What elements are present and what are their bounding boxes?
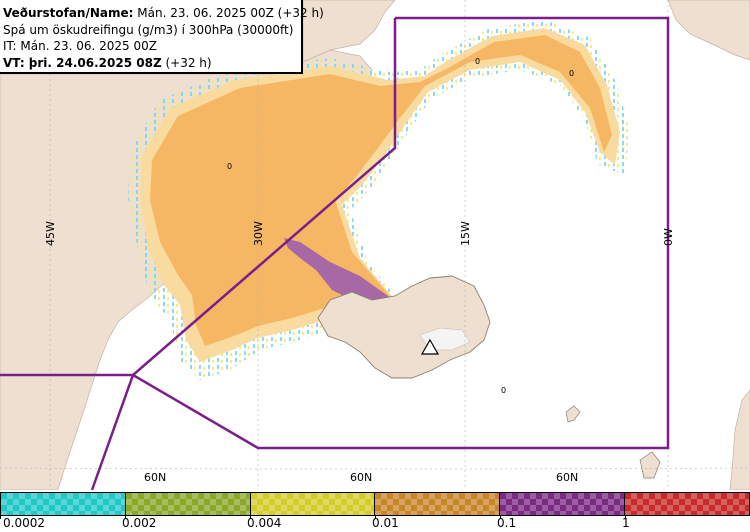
product-description: Spá um öskudreifingu (g/m3) í 300hPa (30…	[3, 22, 294, 37]
lon-label-0w: 0W	[662, 228, 675, 246]
faroe-island	[565, 405, 581, 423]
lon-label-30w: 30W	[252, 221, 265, 246]
legend-label: 0.0002	[3, 516, 45, 530]
legend-label: 0.004	[247, 516, 282, 530]
issuer-line: Veðurstofan/Name: Mán. 23. 06. 2025 00Z …	[3, 5, 324, 22]
volcano-marker-icon	[420, 338, 440, 355]
initial-time: IT: Mán. 23. 06. 2025 00Z	[3, 39, 157, 53]
lat-label-60n-right: 60N	[556, 471, 578, 484]
legend-color-bar	[0, 492, 750, 516]
legend-tick	[125, 515, 126, 519]
lon-label-45w: 45W	[44, 221, 57, 246]
legend-tick	[500, 515, 501, 519]
legend-tick	[0, 515, 1, 519]
contour-label: 0	[227, 162, 232, 171]
legend-label: 1	[622, 516, 630, 530]
lat-label-60n-center: 60N	[350, 471, 372, 484]
fir-boundary-inner	[90, 18, 397, 491]
fir-boundary-outer	[0, 16, 670, 450]
concentration-legend: 0.0002 0.002 0.004 0.01 0.1 1	[0, 490, 750, 532]
issuer-label: Veðurstofan/Name:	[3, 6, 134, 20]
contour-label: 0	[501, 386, 506, 395]
legend-swatch	[500, 493, 626, 515]
shetland-island	[639, 451, 661, 479]
legend-tick	[375, 515, 376, 519]
legend-swatch	[125, 493, 251, 515]
legend-tick	[250, 515, 251, 519]
lon-label-15w: 15W	[459, 221, 472, 246]
lat-label-60n-left: 60N	[144, 471, 166, 484]
legend-label: 0.1	[497, 516, 517, 530]
legend-swatch	[375, 493, 501, 515]
issue-time: Mán. 23. 06. 2025 00Z (+32 h)	[133, 6, 324, 20]
ash-medium-area	[150, 35, 612, 346]
legend-labels: 0.0002 0.002 0.004 0.01 0.1 1	[0, 515, 750, 532]
iceland-land	[317, 275, 491, 379]
legend-label: 0.002	[122, 516, 157, 530]
legend-label: 0.01	[372, 516, 399, 530]
forecast-info-box: Veðurstofan/Name: Mán. 23. 06. 2025 00Z …	[0, 0, 324, 74]
forecast-offset: (+32 h)	[161, 55, 212, 70]
greenland-north-land	[302, 0, 396, 63]
legend-tick	[625, 515, 626, 519]
contour-label: 0	[569, 69, 574, 78]
valid-time-line: VT: þri. 24.06.2025 08Z (+32 h)	[3, 55, 298, 72]
legend-swatch	[250, 493, 376, 515]
valid-time: VT: þri. 24.06.2025 08Z	[3, 55, 162, 70]
legend-swatch	[1, 493, 126, 515]
arctic-land-north-east	[667, 0, 750, 61]
scandinavia-edge-land	[729, 389, 750, 491]
parallel-60n	[0, 467, 750, 470]
contour-label: 0	[475, 57, 480, 66]
legend-swatch	[625, 493, 749, 515]
